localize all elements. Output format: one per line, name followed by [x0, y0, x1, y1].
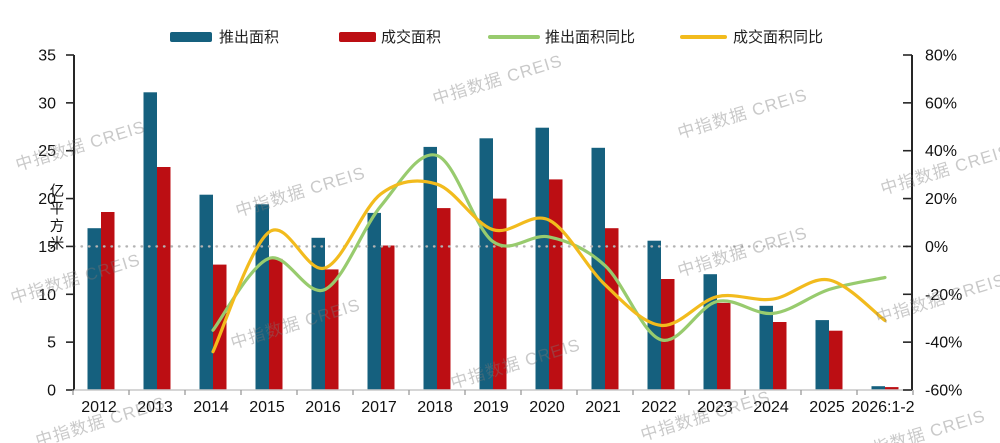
x-axis-label-2024: 2024: [753, 399, 789, 416]
right-axis-tick-label: 60%: [925, 95, 957, 112]
bar-sold-area-2023: [717, 302, 731, 390]
right-axis-tick-label: 0%: [925, 239, 948, 256]
bar-launched-area-2012: [87, 228, 101, 390]
left-axis-tick-label: 25: [38, 143, 56, 160]
bar-sold-area-2014: [213, 264, 227, 390]
x-axis-label-2017: 2017: [361, 399, 397, 416]
bar-sold-area-2016: [325, 269, 339, 390]
bar-launched-area-2014: [199, 194, 213, 390]
x-axis-label-2019: 2019: [473, 399, 509, 416]
bar-sold-area-2026:1-2: [885, 387, 899, 390]
bar-launched-area-2024: [759, 305, 773, 390]
bar-sold-area-2019: [493, 198, 507, 390]
x-axis-label-2015: 2015: [249, 399, 285, 416]
bar-sold-area-2024: [773, 322, 787, 390]
bar-launched-area-2013: [143, 92, 157, 391]
right-axis-tick-label: 20%: [925, 191, 957, 208]
x-axis-label-2018: 2018: [417, 399, 453, 416]
right-axis-tick-label: -60%: [925, 383, 962, 400]
bar-launched-area-2019: [479, 138, 493, 390]
bar-launched-area-2022: [647, 240, 661, 390]
bar-launched-area-2026:1-2: [871, 386, 885, 390]
bar-launched-area-2018: [423, 146, 437, 390]
x-axis-label-2016: 2016: [305, 399, 341, 416]
bar-launched-area-2016: [311, 237, 325, 390]
x-axis-label-2025: 2025: [809, 399, 845, 416]
left-axis-tick-label: 35: [38, 48, 56, 65]
x-axis-label-2014: 2014: [193, 399, 229, 416]
bar-sold-area-2015: [269, 258, 283, 390]
bar-launched-area-2015: [255, 204, 269, 390]
legend-label-launched-area: 推出面积: [219, 29, 280, 46]
legend-swatch-sold-area-bar: [339, 32, 376, 42]
bar-sold-area-2012: [101, 212, 115, 390]
left-axis-tick-label: 15: [38, 239, 56, 256]
legend-swatch-launched-area-yoy-line: [488, 35, 540, 39]
bar-sold-area-2018: [437, 208, 451, 390]
left-axis-tick-label: 0: [47, 383, 56, 400]
bar-launched-area-2025: [815, 320, 829, 390]
left-axis-tick-label: 20: [38, 191, 56, 208]
legend-swatch-sold-area-yoy-line: [680, 35, 727, 39]
left-axis-tick-label: 30: [38, 95, 56, 112]
right-axis-tick-label: 40%: [925, 143, 957, 160]
legend: 推出面积 成交面积 推出面积同比 成交面积同比: [0, 0, 1000, 50]
bar-launched-area-2023: [703, 274, 717, 390]
bar-launched-area-2020: [535, 127, 549, 390]
legend-label-sold-area: 成交面积: [381, 29, 442, 46]
legend-label-sold-area-yoy: 成交面积同比: [733, 29, 824, 46]
legend-swatch-launched-area-bar: [170, 32, 212, 42]
x-axis-label-2023: 2023: [697, 399, 733, 416]
bar-launched-area-2021: [591, 147, 605, 390]
x-axis-label-2021: 2021: [585, 399, 621, 416]
line-sold-area-yoy: [211, 179, 887, 354]
line-launched-area-yoy: [211, 153, 887, 342]
bar-sold-area-2020: [549, 179, 563, 390]
right-axis-tick-label: -40%: [925, 335, 962, 352]
right-axis-tick-label: -20%: [925, 287, 962, 304]
x-axis-label-2012: 2012: [81, 399, 117, 416]
bar-launched-area-2017: [367, 212, 381, 390]
x-axis-label-2020: 2020: [529, 399, 565, 416]
x-axis-label-2026:1-2: 2026:1-2: [851, 399, 914, 416]
x-axis-label-2022: 2022: [641, 399, 677, 416]
left-axis-tick-label: 5: [47, 335, 56, 352]
x-axis-label-2013: 2013: [137, 399, 173, 416]
bar-sold-area-2022: [661, 279, 675, 390]
bar-sold-area-2013: [157, 167, 171, 390]
left-axis-unit-label: 亿平方米: [50, 183, 65, 253]
legend-label-launched-area-yoy: 推出面积同比: [545, 29, 636, 46]
right-axis-tick-label: 80%: [925, 48, 957, 65]
bar-sold-area-2025: [829, 330, 843, 390]
left-axis-tick-label: 10: [38, 287, 56, 304]
bar-sold-area-2021: [605, 228, 619, 390]
bar-sold-area-2017: [381, 245, 395, 390]
